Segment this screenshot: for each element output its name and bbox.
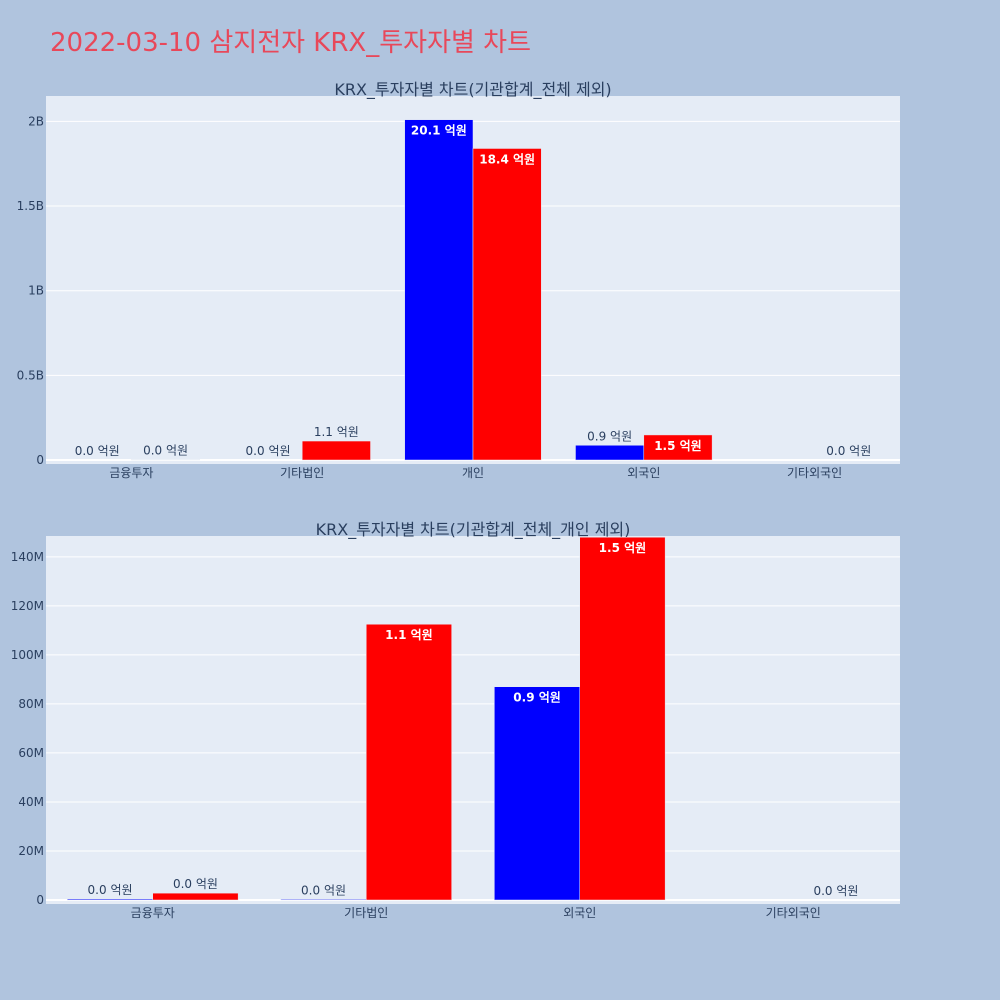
- chart1-xtick-label: 개인: [462, 466, 484, 480]
- chart1-data-label: 0.0 억원: [143, 444, 188, 458]
- chart2-xtick-label: 기타외국인: [766, 906, 821, 920]
- chart1-ytick-label: 1.5B: [17, 199, 44, 213]
- chart2-bar: [67, 898, 153, 901]
- chart1-xtick-label: 외국인: [627, 466, 660, 480]
- chart1-ytick-label: 2B: [28, 114, 44, 128]
- chart1-title: KRX_투자자별 차트(기관합계_전체 제외): [334, 80, 611, 100]
- chart2-xtick-label: 외국인: [563, 906, 596, 920]
- chart2-bar: [152, 892, 239, 901]
- chart1-xtick-label: 기타법인: [280, 466, 324, 480]
- chart2-data-label: 0.0 억원: [813, 884, 858, 898]
- chart2-xtick-label: 금융투자: [131, 906, 175, 920]
- chart1-data-label: 0.0 억원: [75, 444, 120, 458]
- chart1-bar: [643, 434, 713, 461]
- chart2-ytick-label: 0: [36, 893, 44, 907]
- chart1-ytick-label: 0.5B: [17, 368, 44, 382]
- chart1-data-label: 18.4 억원: [479, 152, 535, 166]
- chart1-ytick-label: 0: [36, 453, 44, 467]
- chart2-plot-area: [46, 536, 900, 904]
- chart2-ytick-label: 60M: [18, 746, 44, 760]
- chart2-data-label: 0.0 억원: [301, 883, 346, 897]
- chart2-ytick-label: 100M: [11, 648, 44, 662]
- chart2-bar: [579, 536, 666, 901]
- chart2-ytick-label: 120M: [11, 599, 44, 613]
- chart1-bar: [575, 445, 645, 461]
- chart2-bar: [366, 623, 452, 901]
- chart1-xtick-label: 금융투자: [109, 466, 153, 480]
- chart2-data-label: 1.1 억원: [385, 628, 433, 642]
- chart2-ytick-label: 20M: [18, 844, 44, 858]
- chart1-data-label: 20.1 억원: [411, 124, 467, 138]
- chart2-data-label: 0.0 억원: [173, 877, 218, 891]
- chart1-data-label: 1.5 억원: [654, 439, 702, 453]
- chart2-bar: [494, 686, 581, 901]
- chart1-bar: [404, 119, 474, 461]
- chart1-data-label: 0.0 억원: [246, 444, 291, 458]
- chart2-data-label: 1.5 억원: [599, 541, 647, 555]
- chart1-data-label: 1.1 억원: [314, 425, 359, 439]
- chart1-data-label: 0.0 억원: [826, 444, 871, 458]
- chart1-data-label: 0.9 억원: [587, 429, 632, 443]
- chart2-ytick-label: 40M: [18, 795, 44, 809]
- chart2-data-label: 0.9 억원: [513, 691, 561, 705]
- chart1-xtick-label: 기타외국인: [787, 466, 842, 480]
- chart2-bar: [280, 899, 367, 901]
- chart2-xtick-label: 기타법인: [344, 906, 388, 920]
- chart2-data-label: 0.0 억원: [88, 883, 133, 897]
- chart1-bar: [472, 148, 542, 461]
- page-title: 2022-03-10 삼지전자 KRX_투자자별 차트: [50, 28, 532, 58]
- chart2-ytick-label: 140M: [11, 550, 44, 564]
- chart2-ytick-label: 80M: [18, 697, 44, 711]
- chart1-ytick-label: 1B: [28, 284, 44, 298]
- chart1-bar: [301, 440, 371, 461]
- chart2-title: KRX_투자자별 차트(기관합계_전체_개인 제외): [316, 520, 631, 540]
